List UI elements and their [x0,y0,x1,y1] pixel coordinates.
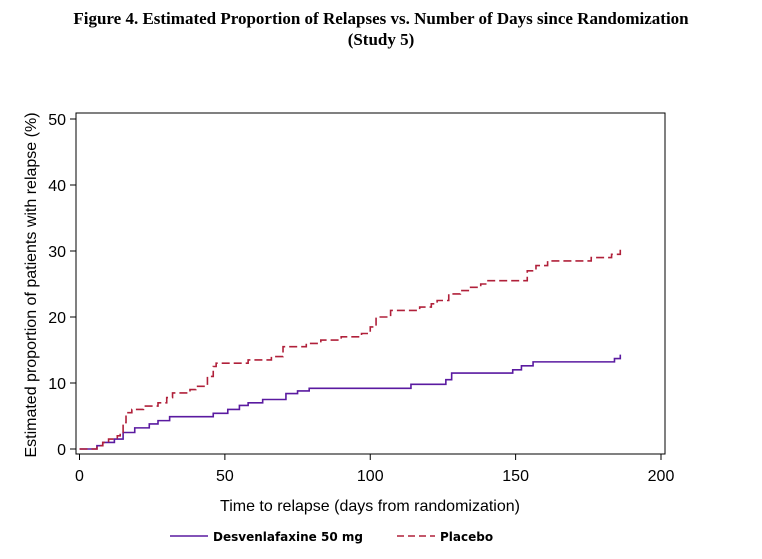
y-axis: 0 10 20 30 40 50 [48,112,76,459]
x-tick-label: 200 [648,468,675,485]
figure-subtitle: (Study 5) [347,30,415,49]
y-tick-label: 30 [48,244,66,261]
y-tick-label: 50 [48,112,66,129]
series-layer [79,247,622,450]
plot-frame [75,112,666,455]
x-tick-label: 0 [75,468,84,485]
legend: Desvenlafaxine 50 mg Placebo [170,530,493,544]
series-line-desvenlafaxine-50-mg [79,354,622,450]
y-tick-label: 40 [48,178,66,195]
legend-label: Desvenlafaxine 50 mg [213,530,363,544]
x-axis: 0 50 100 150 200 [75,454,674,485]
y-tick-label: 10 [48,376,66,393]
x-axis-title: Time to relapse (days from randomization… [220,498,520,515]
x-tick-label: 100 [357,468,384,485]
y-tick-label: 0 [57,442,66,459]
legend-label: Placebo [440,530,493,544]
series-line-placebo [79,247,622,450]
y-tick-label: 20 [48,310,66,327]
y-axis-title: Estimated proportion of patients with re… [23,112,40,457]
x-tick-label: 50 [216,468,234,485]
x-tick-label: 150 [502,468,529,485]
figure-title: Figure 4. Estimated Proportion of Relaps… [73,9,689,28]
